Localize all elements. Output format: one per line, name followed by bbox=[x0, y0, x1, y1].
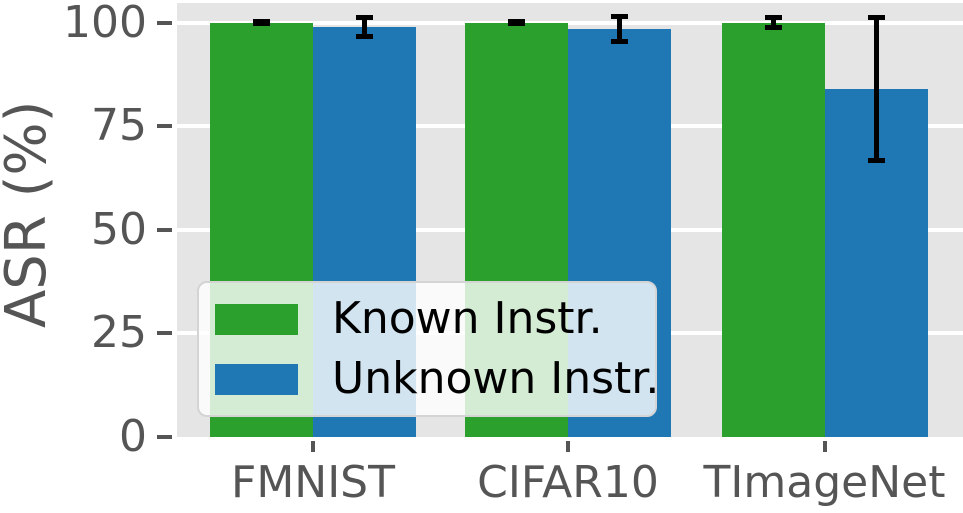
y-tick-label-75: 75 bbox=[91, 100, 147, 152]
legend-label: Known Instr. bbox=[332, 293, 603, 344]
y-tick-mark-100 bbox=[157, 20, 172, 25]
error-bar-FMNIST-unknown bbox=[362, 16, 367, 37]
y-tick-label-50: 50 bbox=[91, 203, 147, 255]
error-cap-bottom bbox=[356, 33, 373, 39]
x-tick-mark-TImageNet bbox=[822, 441, 827, 452]
error-cap-top bbox=[764, 15, 782, 21]
error-bar-CIFAR10-unknown bbox=[617, 15, 622, 42]
error-cap-top bbox=[867, 14, 885, 20]
gridline-100 bbox=[177, 20, 963, 25]
plot-area: Known Instr. Unknown Instr. bbox=[177, 3, 963, 437]
x-tick-label-TImageNet: TImageNet bbox=[703, 457, 946, 508]
error-bar-TImageNet-unknown bbox=[873, 16, 879, 161]
legend-item-known: Known Instr. bbox=[215, 295, 655, 343]
y-tick-mark-25 bbox=[157, 331, 172, 336]
legend-swatch-known bbox=[215, 303, 298, 335]
y-tick-label-100: 100 bbox=[63, 0, 147, 48]
error-cap-bottom bbox=[611, 38, 628, 44]
y-tick-label-0: 0 bbox=[119, 411, 147, 462]
y-tick-mark-50 bbox=[157, 227, 172, 232]
y-tick-mark-75 bbox=[157, 124, 172, 129]
legend-swatch-unknown bbox=[215, 363, 298, 395]
x-tick-label-FMNIST: FMNIST bbox=[231, 457, 395, 508]
legend-label: Unknown Instr. bbox=[332, 353, 660, 404]
x-tick-label-CIFAR10: CIFAR10 bbox=[477, 457, 659, 508]
error-cap-bottom bbox=[508, 21, 525, 27]
y-tick-label-25: 25 bbox=[91, 307, 147, 359]
x-tick-mark-FMNIST bbox=[311, 441, 315, 452]
error-cap-top bbox=[611, 13, 628, 19]
error-cap-top bbox=[356, 14, 373, 20]
error-cap-bottom bbox=[764, 24, 782, 30]
error-cap-bottom bbox=[867, 157, 885, 163]
bar-TImageNet-known bbox=[721, 22, 825, 437]
error-bar-TImageNet-known bbox=[770, 17, 776, 28]
error-cap-bottom bbox=[253, 21, 270, 27]
legend-item-unknown: Unknown Instr. bbox=[215, 355, 659, 403]
chart-legend: Known Instr. Unknown Instr. bbox=[197, 281, 659, 417]
y-tick-mark-0 bbox=[157, 435, 172, 439]
x-tick-mark-CIFAR10 bbox=[566, 441, 570, 452]
